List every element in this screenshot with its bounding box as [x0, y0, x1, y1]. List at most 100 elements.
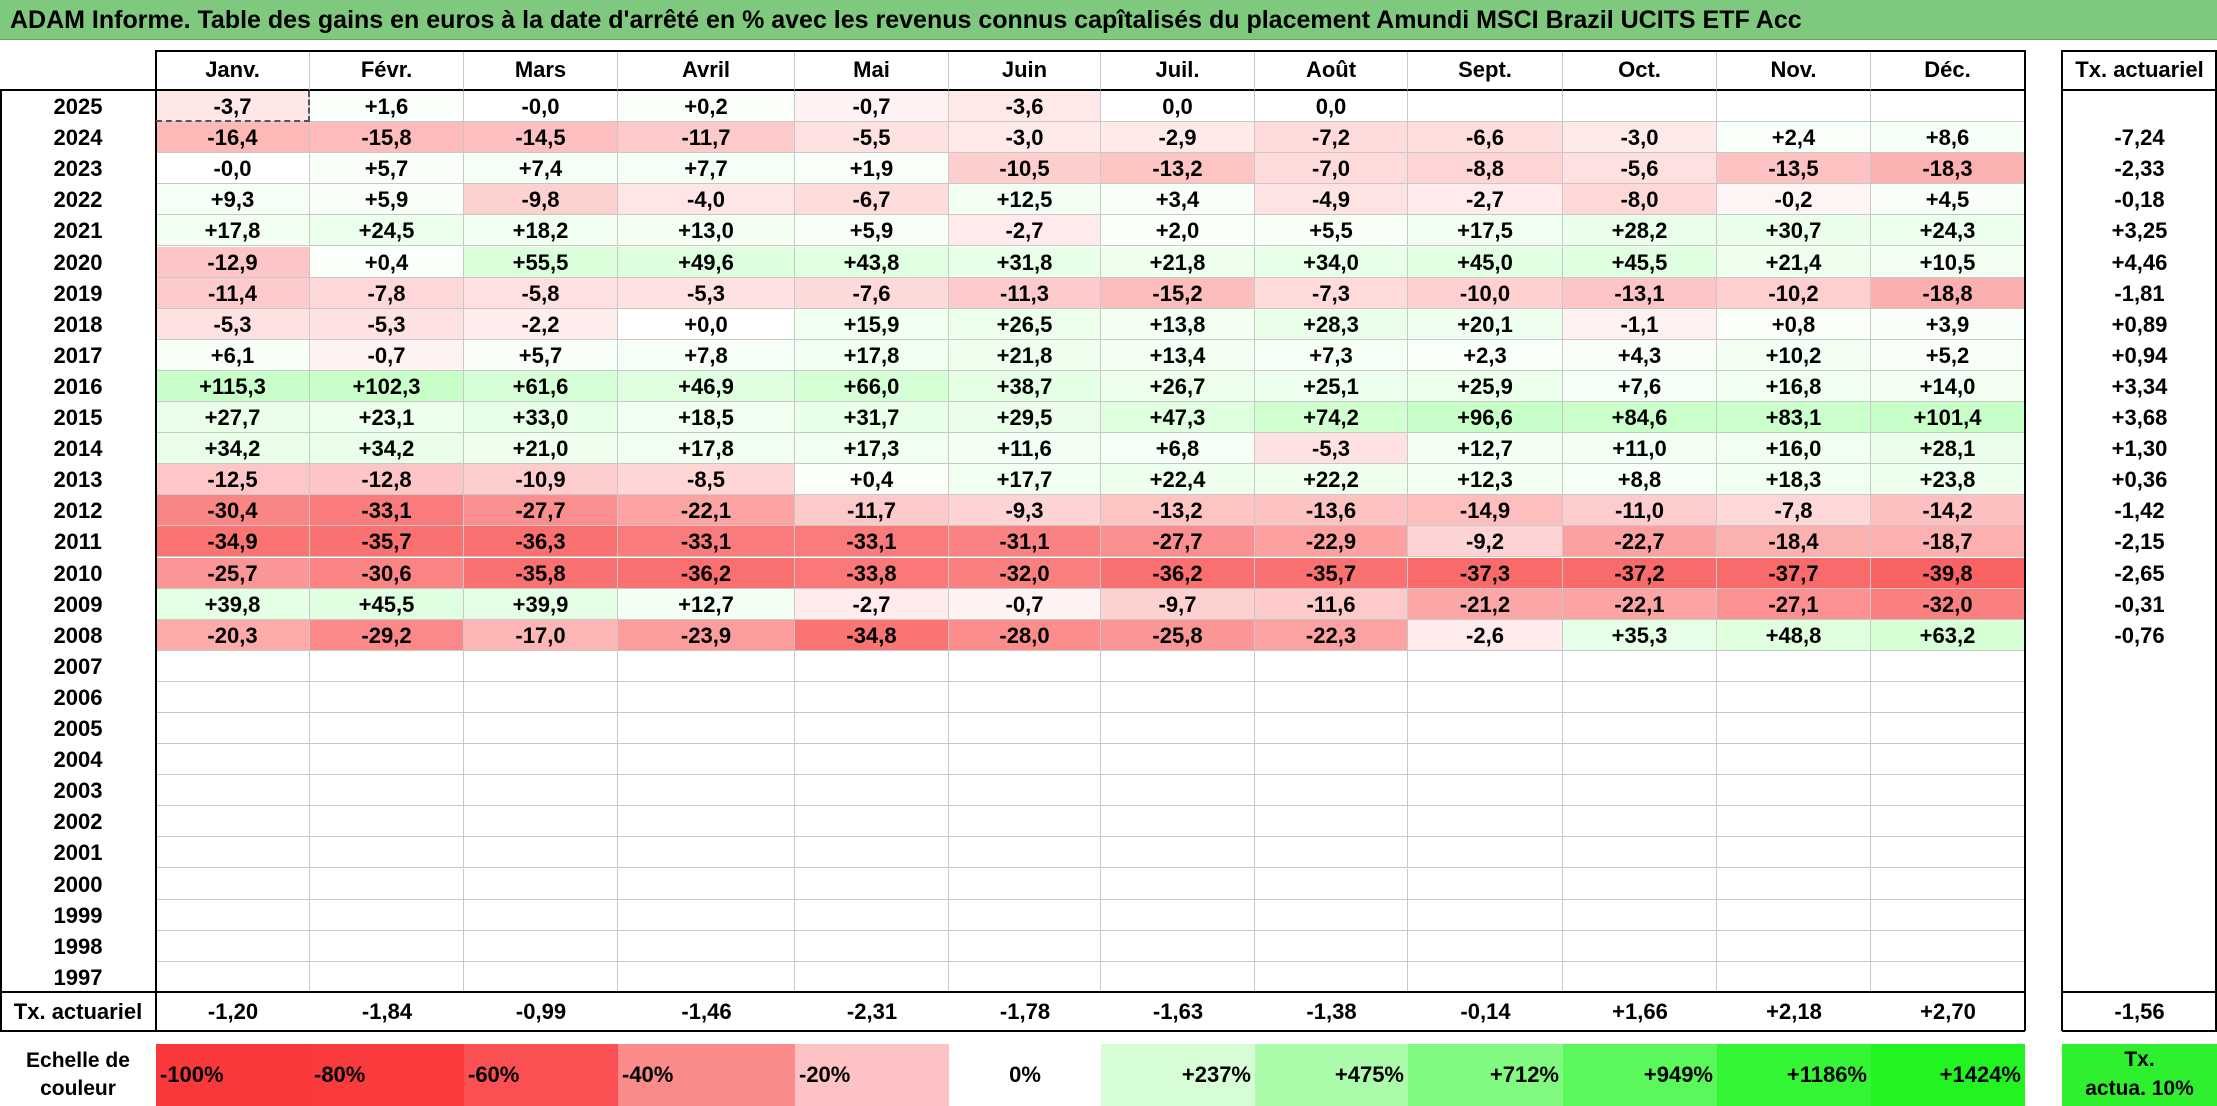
table-cell: +5,9: [795, 215, 949, 247]
table-cell: -5,5: [795, 122, 949, 154]
table-cell: [1717, 681, 1871, 713]
table-cell: -23,9: [618, 619, 795, 651]
year-label: 1999: [53, 902, 103, 928]
year-label: 1998: [53, 933, 103, 959]
table-cell: [1871, 681, 2025, 713]
summary-total: -1,56: [2114, 999, 2165, 1024]
table-cell: [1255, 899, 1408, 931]
table-cell: -33,1: [618, 526, 795, 558]
table-cell: -35,8: [464, 557, 618, 589]
table-cell: -15,8: [310, 122, 464, 154]
table-cell: -5,3: [156, 308, 310, 340]
summary-label: Tx. actuariel: [13, 999, 143, 1024]
table-cell: [310, 930, 464, 962]
table-cell: [618, 837, 795, 869]
table-cell: +6,1: [156, 339, 310, 371]
year-label: 2003: [53, 778, 103, 804]
table-cell: [795, 930, 949, 962]
color-scale-swatch: 0%: [949, 1044, 1101, 1106]
table-cell: [949, 868, 1101, 900]
table-cell: +8,6: [1871, 122, 2025, 154]
table-cell: +5,9: [310, 184, 464, 216]
year-label: 2005: [53, 716, 103, 741]
table-cell: +10,5: [1871, 246, 2025, 278]
table-cell: [1717, 806, 1871, 838]
table-cell: [618, 713, 795, 745]
table-cell: [310, 650, 464, 682]
table-cell: -11,7: [795, 495, 949, 527]
table-cell: +4,5: [1871, 184, 2025, 216]
color-scale-swatch: +475%: [1255, 1044, 1408, 1106]
summary-cell: -1,46: [681, 999, 732, 1024]
table-cell: [1255, 775, 1408, 807]
table-cell: -2,7: [795, 588, 949, 620]
table-cell: -33,1: [795, 526, 949, 558]
table-cell: [1255, 650, 1408, 682]
table-cell: +31,7: [795, 402, 949, 434]
table-cell: -11,6: [1255, 588, 1408, 620]
table-cell: [1408, 713, 1563, 745]
table-cell: [1255, 713, 1408, 745]
month-header-1: Janv.: [156, 50, 310, 91]
rate-cell: [2062, 962, 2217, 993]
rate-cell: +1,30: [2111, 436, 2168, 462]
table-cell: [1871, 899, 2025, 931]
rate-cell: [2062, 806, 2217, 837]
table-cell: -13,2: [1101, 495, 1255, 527]
year-label: 2024: [53, 125, 103, 151]
table-cell: +22,2: [1255, 464, 1408, 496]
table-cell: -5,3: [618, 277, 795, 309]
table-cell: [1563, 713, 1717, 745]
summary-cell: +2,70: [1920, 999, 1976, 1024]
table-cell: [949, 713, 1101, 745]
table-cell: +13,8: [1101, 308, 1255, 340]
table-cell: -12,8: [310, 464, 464, 496]
table-cell: +27,7: [156, 402, 310, 434]
month-header-4: Avril: [618, 50, 795, 91]
table-cell: -11,3: [949, 277, 1101, 309]
table-cell: [464, 899, 618, 931]
scale-rate-line1: Tx.: [2124, 1048, 2155, 1071]
table-cell: [156, 868, 310, 900]
table-cell: +31,8: [949, 246, 1101, 278]
table-cell: [1408, 91, 1563, 123]
table-cell: +46,9: [618, 370, 795, 402]
summary-cell: -0,14: [1460, 999, 1511, 1024]
table-cell: [464, 961, 618, 993]
table-cell: +16,8: [1717, 370, 1871, 402]
year-label: 1997: [53, 964, 103, 990]
table-cell: [1101, 899, 1255, 931]
table-cell: -12,5: [156, 464, 310, 496]
table-cell: +45,5: [1563, 246, 1717, 278]
table-cell: +0,4: [310, 246, 464, 278]
table-cell: [1408, 930, 1563, 962]
table-cell: +5,2: [1871, 339, 2025, 371]
table-cell: [618, 961, 795, 993]
table-cell: -13,2: [1101, 153, 1255, 185]
table-cell: -35,7: [1255, 557, 1408, 589]
table-cell: +45,0: [1408, 246, 1563, 278]
table-cell: -8,0: [1563, 184, 1717, 216]
table-cell: +21,8: [1101, 246, 1255, 278]
rate-cell: -7,24: [2114, 125, 2165, 151]
table-cell: -18,7: [1871, 526, 2025, 558]
rate-frame-right: [2215, 50, 2217, 1031]
table-cell: -27,7: [1101, 526, 1255, 558]
table-cell: [1101, 713, 1255, 745]
table-cell: +20,1: [1408, 308, 1563, 340]
table-cell: -18,4: [1717, 526, 1871, 558]
table-cell: -22,7: [1563, 526, 1717, 558]
table-cell: -14,9: [1408, 495, 1563, 527]
summary-cell: -1,38: [1306, 999, 1357, 1024]
table-cell: [795, 806, 949, 838]
rate-cell: [2062, 682, 2217, 713]
color-scale-swatch: +1186%: [1717, 1044, 1871, 1106]
table-cell: [949, 681, 1101, 713]
table-cell: [618, 744, 795, 776]
table-cell: -5,3: [310, 308, 464, 340]
table-cell: [618, 806, 795, 838]
rate-header: Tx. actuariel: [2062, 50, 2217, 91]
table-cell: +96,6: [1408, 402, 1563, 434]
month-header-8: Août: [1255, 50, 1408, 91]
table-cell: -18,8: [1871, 277, 2025, 309]
